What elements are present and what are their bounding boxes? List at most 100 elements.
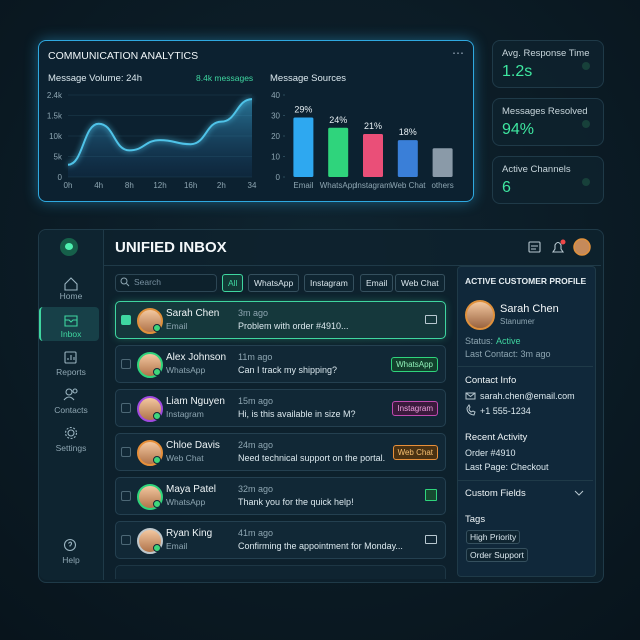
message-time: 24m ago — [238, 440, 274, 450]
message-row[interactable]: Sarah Chen Email 3m ago Problem with order … — [115, 301, 446, 339]
checkbox — [121, 315, 131, 325]
row-icon — [425, 535, 437, 544]
profile-title: ACTIVE CUSTOMER PROFILE — [465, 276, 587, 286]
sender-channel: WhatsApp — [166, 497, 206, 507]
message-text: Hi, is this available in size M? — [238, 409, 356, 419]
message-row[interactable]: Chloe Davis Web Chat 24m ago Need technical… — [115, 433, 446, 471]
stat-icon — [582, 62, 590, 70]
search-icon — [120, 277, 130, 287]
avatar — [137, 308, 163, 334]
custom-fields[interactable]: Custom Fields — [465, 488, 526, 499]
stat-icon — [582, 178, 590, 186]
filter-chip[interactable]: Web Chat — [395, 274, 445, 292]
logo — [60, 238, 78, 256]
search-box[interactable] — [115, 274, 217, 292]
contact-title: Contact Info — [465, 375, 517, 386]
nav-icons — [63, 277, 78, 552]
nav-active — [39, 307, 99, 341]
message-row[interactable]: Ryan King Email 41m ago Confirming the appo… — [115, 521, 446, 559]
message-text: Confirming the appointment for Monday... — [238, 541, 403, 551]
profile-avatar — [465, 300, 495, 330]
nav-home[interactable]: Home — [59, 291, 83, 301]
avatar — [137, 352, 163, 378]
nav-contacts[interactable]: Contacts — [54, 405, 88, 415]
filter-chip[interactable]: WhatsApp — [248, 274, 300, 292]
contact-icons — [465, 392, 476, 416]
message-row[interactable]: Maya Patel WhatsApp 32m ago Thank you for t… — [115, 477, 446, 515]
message-time: 3m ago — [238, 308, 269, 318]
stat-label: Avg. Response Time — [502, 48, 590, 59]
sender-name: Chloe Davis — [166, 440, 220, 451]
tag: Order Support — [466, 548, 528, 562]
row-icon — [425, 489, 437, 501]
sender-name: Sarah Chen — [166, 308, 220, 319]
checkbox — [121, 359, 131, 369]
online-dot — [153, 412, 161, 420]
online-dot — [153, 500, 161, 508]
message-text: Problem with order #4910... — [238, 321, 349, 331]
row-partial — [115, 565, 446, 579]
channel-badge: WhatsApp — [391, 357, 438, 372]
header-icons[interactable] — [524, 238, 598, 258]
tags-title: Tags — [465, 514, 486, 525]
analytics-panel — [38, 40, 474, 202]
online-dot — [153, 368, 161, 376]
profile-name: Sarah Chen — [500, 303, 559, 315]
sender-channel: Email — [166, 321, 188, 331]
chevron — [574, 490, 584, 496]
filter-chip[interactable]: All — [222, 274, 244, 292]
inbox-title: UNIFIED INBOX — [115, 239, 227, 256]
stat-value: 1.2s — [502, 63, 533, 80]
more-menu[interactable]: ⋯ — [452, 46, 464, 60]
activity-page: Last Page: Checkout — [465, 462, 549, 472]
online-dot — [153, 456, 161, 464]
sender-name: Alex Johnson — [166, 352, 227, 363]
nav-reports[interactable]: Reports — [56, 367, 86, 377]
divider — [458, 480, 593, 481]
header-divider — [104, 265, 601, 266]
contact-email: sarah.chen@email.com — [480, 391, 575, 401]
tag: High Priority — [466, 530, 521, 544]
avatar — [137, 440, 163, 466]
status: Active — [496, 336, 521, 346]
sender-channel: Web Chat — [166, 453, 204, 463]
sender-channel: Email — [166, 541, 188, 551]
sidebar — [39, 230, 104, 580]
stat-icon — [582, 120, 590, 128]
search-placeholder: Search — [134, 277, 161, 287]
online-dot — [153, 324, 161, 332]
sender-channel: Instagram — [166, 409, 204, 419]
online-dot — [153, 544, 161, 552]
sender-name: Maya Patel — [166, 484, 217, 495]
status-label: Status: — [465, 336, 494, 346]
message-row[interactable]: Alex Johnson WhatsApp 11m ago Can I track m… — [115, 345, 446, 383]
channel-badge: Instagram — [392, 401, 438, 416]
channel-badge: Web Chat — [392, 445, 438, 460]
message-time: 32m ago — [238, 484, 274, 494]
message-text: Can I track my shipping? — [238, 365, 338, 375]
stat-value: 6 — [502, 179, 511, 196]
stat-value: 94% — [502, 121, 535, 138]
avatar — [137, 528, 163, 554]
volume-total: 8.4k messages — [196, 73, 254, 83]
message-time: 41m ago — [238, 528, 274, 538]
nav-inbox[interactable]: Inbox — [60, 329, 82, 339]
last-contact: Last Contact: 3m ago — [465, 349, 551, 359]
stat-label: Messages Resolved — [502, 106, 588, 117]
message-time: 15m ago — [238, 396, 274, 406]
sources-title: Message Sources — [270, 73, 347, 84]
nav-settings[interactable]: Settings — [55, 443, 87, 453]
analytics-title: COMMUNICATION ANALYTICS — [48, 50, 199, 62]
sender-name: Liam Nguyen — [166, 396, 225, 407]
row-icon — [425, 315, 437, 324]
message-row[interactable]: Liam Nguyen Instagram 15m ago Hi, is this a… — [115, 389, 446, 427]
filter-chip[interactable]: Email — [360, 274, 394, 292]
stat-label: Active Channels — [502, 164, 571, 175]
filter-chip[interactable]: Instagram — [304, 274, 354, 292]
message-time: 11m ago — [238, 352, 273, 362]
sender-name: Ryan King — [166, 528, 213, 539]
nav-help[interactable]: Help — [62, 555, 80, 565]
activity-order: Order #4910 — [465, 448, 516, 458]
checkbox — [121, 535, 131, 545]
